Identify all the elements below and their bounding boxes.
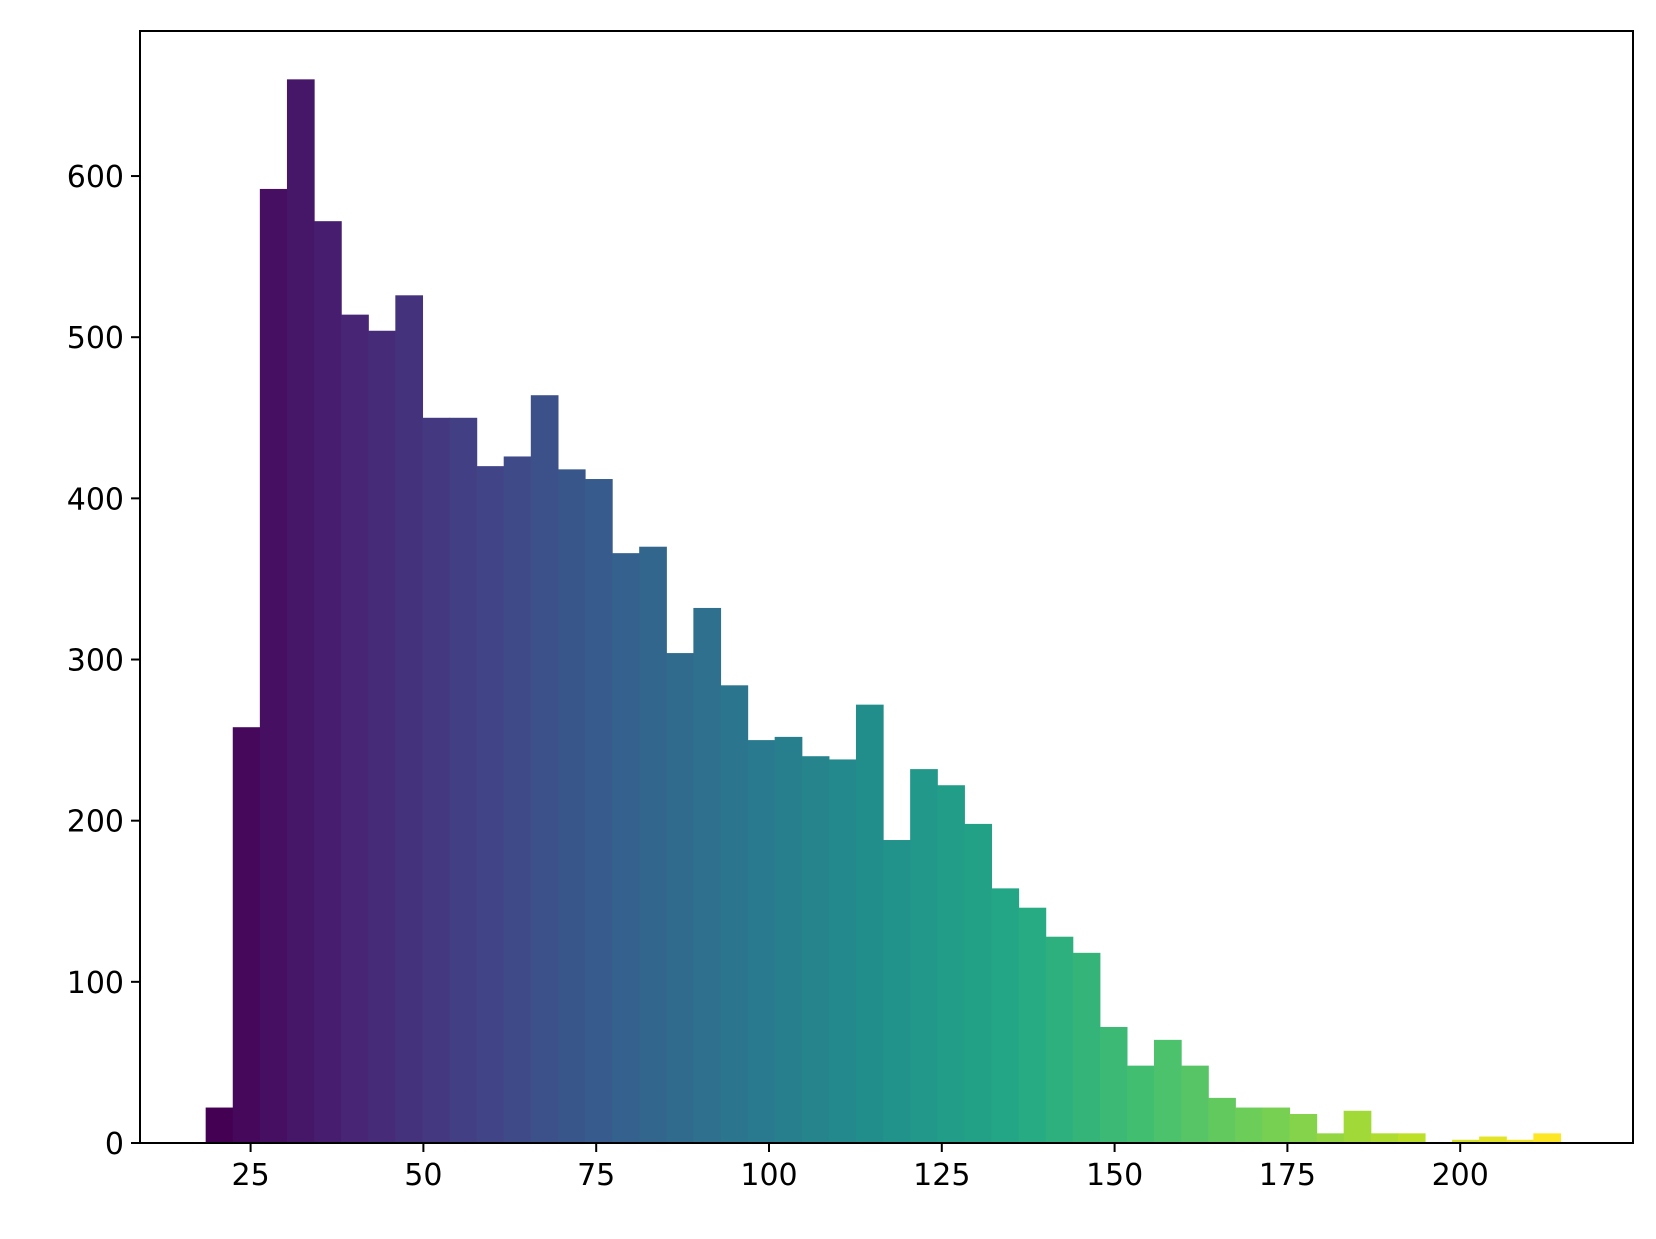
histogram-bar: [476, 466, 505, 1143]
x-tick-label: 50: [404, 1158, 442, 1193]
bars-group: [205, 79, 1562, 1144]
histogram-bar: [612, 553, 640, 1143]
histogram-bar: [774, 736, 803, 1143]
histogram-bar: [341, 314, 369, 1143]
histogram-bar: [1262, 1107, 1291, 1143]
histogram-bar: [503, 456, 532, 1143]
histogram-bar: [395, 295, 424, 1143]
histogram-bar: [205, 1107, 234, 1143]
histogram-bar: [368, 330, 396, 1143]
histogram-bar: [801, 756, 830, 1143]
histogram-bar: [422, 417, 451, 1144]
histogram-bar: [937, 785, 965, 1143]
histogram-bar: [1316, 1133, 1345, 1143]
x-tick-label: 200: [1432, 1158, 1489, 1193]
y-tick-label: 300: [67, 644, 124, 679]
histogram-bar: [1397, 1133, 1426, 1143]
y-tick-label: 200: [67, 805, 124, 840]
histogram-bar: [1289, 1113, 1318, 1143]
x-tick-label: 75: [577, 1158, 615, 1193]
axes-frame: [139, 30, 1634, 1144]
histogram-bar: [1099, 1026, 1128, 1143]
histogram-bar: [720, 685, 749, 1143]
y-tick-label: 500: [67, 321, 124, 356]
histogram-bar: [1018, 907, 1047, 1143]
x-tick-label: 100: [740, 1158, 797, 1193]
histogram-bar: [1506, 1139, 1534, 1143]
histogram-bar: [1126, 1065, 1155, 1143]
x-tick-label: 25: [231, 1158, 269, 1193]
x-tick-label: 125: [913, 1158, 970, 1193]
histogram-bar: [584, 479, 613, 1143]
histogram-bar: [1533, 1133, 1562, 1143]
histogram-bar: [1235, 1107, 1263, 1143]
histogram-bar: [666, 653, 694, 1143]
histogram-bar: [1479, 1136, 1507, 1143]
x-tick-label: 175: [1259, 1158, 1316, 1193]
histogram-bar: [449, 417, 478, 1144]
histogram-bar: [314, 221, 342, 1144]
histogram-bar: [964, 823, 993, 1143]
histogram-bar: [1208, 1097, 1236, 1143]
histogram-bar: [828, 759, 857, 1143]
histogram-bar: [1153, 1039, 1182, 1143]
histogram-bar: [530, 395, 559, 1143]
histogram-bar: [1072, 952, 1101, 1143]
histogram-bar: [557, 469, 586, 1143]
histogram-bar: [1452, 1139, 1480, 1143]
histogram-bar: [286, 79, 315, 1144]
histogram-bar: [1343, 1110, 1372, 1143]
y-axis: 0 100 200 300 400 500 600: [67, 160, 140, 1162]
y-tick-label: 400: [67, 482, 124, 517]
y-tick-label: 100: [67, 966, 124, 1001]
histogram-bar: [693, 607, 722, 1143]
x-axis: 25 50 75 100 125 150 175 200: [231, 1143, 1489, 1193]
histogram-bar: [1181, 1065, 1209, 1143]
y-tick-label: 0: [105, 1127, 124, 1162]
histogram-bar: [855, 704, 884, 1143]
histogram-bar: [910, 769, 938, 1143]
histogram-bar: [883, 840, 911, 1143]
histogram-bar: [991, 888, 1020, 1143]
histogram-bar: [232, 727, 261, 1143]
histogram-bar: [1370, 1133, 1399, 1143]
histogram-bar: [1045, 936, 1074, 1143]
histogram-bar: [747, 740, 776, 1143]
histogram-bar: [639, 546, 667, 1143]
x-tick-label: 150: [1086, 1158, 1143, 1193]
histogram-bar: [259, 188, 288, 1144]
y-tick-label: 600: [67, 160, 124, 195]
